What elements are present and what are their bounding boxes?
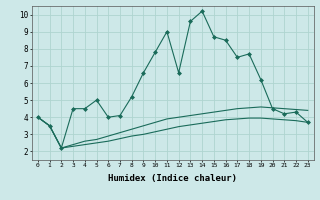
X-axis label: Humidex (Indice chaleur): Humidex (Indice chaleur) [108,174,237,183]
